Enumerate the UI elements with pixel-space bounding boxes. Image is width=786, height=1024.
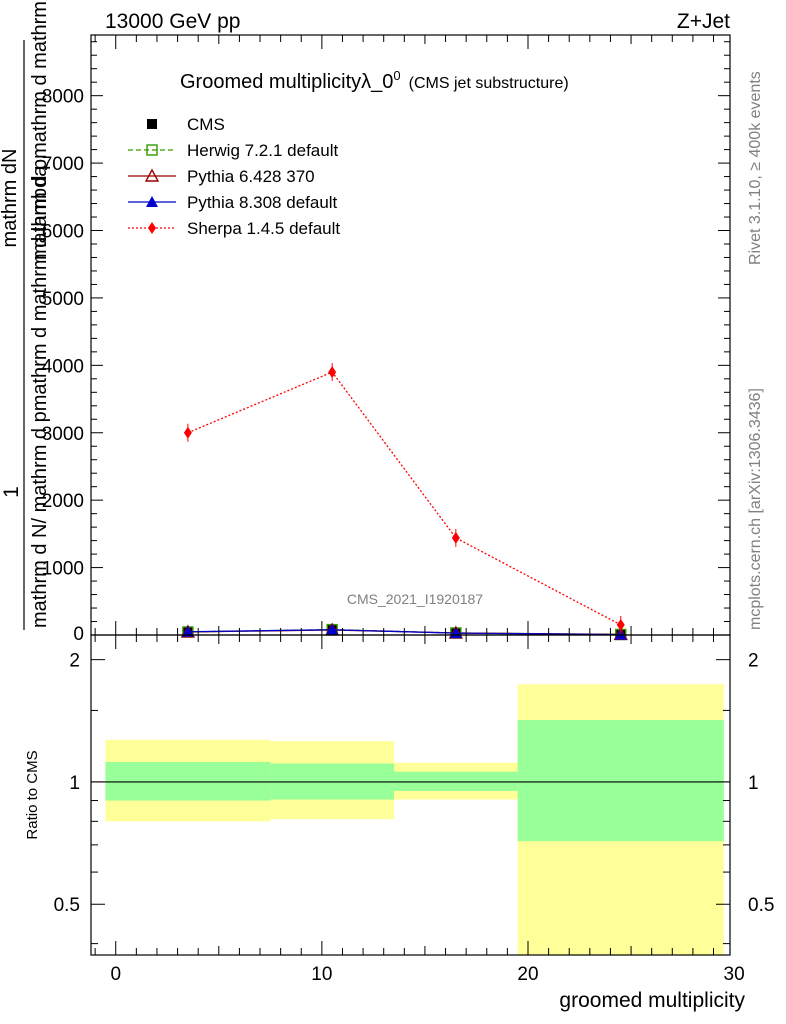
legend: CMS Herwig 7.2.1 default Pythia 6.428 370 P… — [128, 115, 340, 238]
x-tick-label: 20 — [517, 964, 538, 985]
plot-title: Groomed multiplicityλ_00 (CMS jet substru… — [180, 68, 569, 93]
legend-marker-pythia-8-308-default — [146, 196, 158, 207]
ratio-plot-panel: 0.5 0.5 1 1 2 2 0 10 20 30 Ratio to CMS groomed … — [24, 634, 774, 1012]
data-point-pythia-8-308-default — [326, 623, 339, 635]
y-label-prefactor: 1 — [0, 486, 23, 498]
y-label-denominator-top: mathrm d pmathrm d mathrm d lambda — [29, 0, 51, 260]
main-x-ticks — [94, 35, 715, 635]
main-y-tick-label: 2000 — [42, 491, 84, 512]
main-y-axis: 1000 2000 3000 4000 5000 6000 7000 8000 0 — [42, 41, 730, 645]
rivet-version-label: Rivet 3.1.10, ≥ 400k events — [747, 71, 764, 265]
ratio-uncertainty-band-inner — [105, 761, 271, 801]
ratio-y-label: Ratio to CMS — [24, 750, 41, 839]
main-y-tick-label: 1000 — [42, 559, 84, 580]
legend-label-pythia-6-428-370: Pythia 6.428 370 — [187, 167, 315, 186]
ratio-x-axis: 0 10 20 30 — [94, 635, 745, 985]
legend-marker-pythia-6-428-370 — [144, 168, 160, 182]
y-label-denominator-bottom: mathrm d N/ mathrm d pmathrm d mathrm d … — [29, 165, 51, 628]
main-y-tick-label: 5000 — [42, 289, 84, 310]
ratio-y-tick-label-right: 1 — [748, 773, 759, 794]
x-tick-label: 0 — [110, 964, 121, 985]
series-line-sherpa-1-4-5-default — [187, 371, 622, 626]
ratio-y-tick-label-right: 0.5 — [748, 895, 774, 916]
mcplots-label: mcplots.cern.ch [arXiv:1306.3436] — [747, 388, 764, 630]
x-axis-label: groomed multiplicity — [559, 989, 745, 1012]
data-point-pythia-8-308-default — [181, 625, 194, 637]
legend-label-cms: CMS — [187, 115, 225, 134]
ratio-y-axis: 0.5 0.5 1 1 2 2 — [54, 651, 774, 945]
ratio-plot-frame — [90, 634, 731, 956]
ratio-y-tick-label: 0.5 — [54, 895, 80, 916]
ratio-y-tick-label: 1 — [69, 773, 80, 794]
legend-marker-herwig-7-2-1-default — [146, 144, 158, 156]
plot-title-main: Groomed multiplicityλ_0 — [180, 71, 393, 93]
analysis-id-label: CMS_2021_I1920187 — [347, 591, 483, 607]
main-plot-panel: 1000 2000 3000 4000 5000 6000 7000 8000 0 Groome… — [42, 34, 731, 645]
x-tick-label: 30 — [724, 964, 745, 985]
ratio-y-tick-label-right: 2 — [748, 651, 759, 672]
ratio-bands-layer — [91, 684, 730, 955]
main-y-tick-label: 6000 — [42, 222, 84, 243]
x-tick-label: 10 — [311, 964, 332, 985]
legend-label-sherpa-1-4-5-default: Sherpa 1.4.5 default — [187, 219, 340, 238]
plot-title-superscript: 0 — [393, 68, 400, 83]
main-y-tick-label: 3000 — [42, 424, 84, 445]
ratio-y-tick-label: 2 — [69, 651, 80, 672]
y-label-numerator: mathrm dN — [0, 149, 21, 248]
legend-label-herwig-7-2-1-default: Herwig 7.2.1 default — [187, 141, 338, 160]
main-y-zero-label: 0 — [73, 624, 84, 645]
energy-label: 13000 GeV pp — [105, 10, 240, 33]
plot-subtitle: (CMS jet substructure) — [409, 75, 569, 92]
ratio-uncertainty-band-inner — [517, 720, 724, 842]
data-point-pythia-8-308-default — [614, 628, 627, 640]
main-y-tick-label: 7000 — [42, 154, 84, 175]
legend-marker-sherpa-1-4-5-default — [148, 222, 156, 234]
legend-marker-cms — [147, 119, 157, 129]
main-y-tick-label: 4000 — [42, 356, 84, 377]
main-y-tick-label: 8000 — [42, 87, 84, 108]
legend-label-pythia-8-308-default: Pythia 8.308 default — [187, 193, 338, 212]
process-label: Z+Jet — [677, 10, 730, 33]
ratio-uncertainty-band-inner — [394, 771, 518, 792]
main-y-axis-label: 1 mathrm dN mathrm d pmathrm d mathrm d … — [0, 0, 51, 630]
